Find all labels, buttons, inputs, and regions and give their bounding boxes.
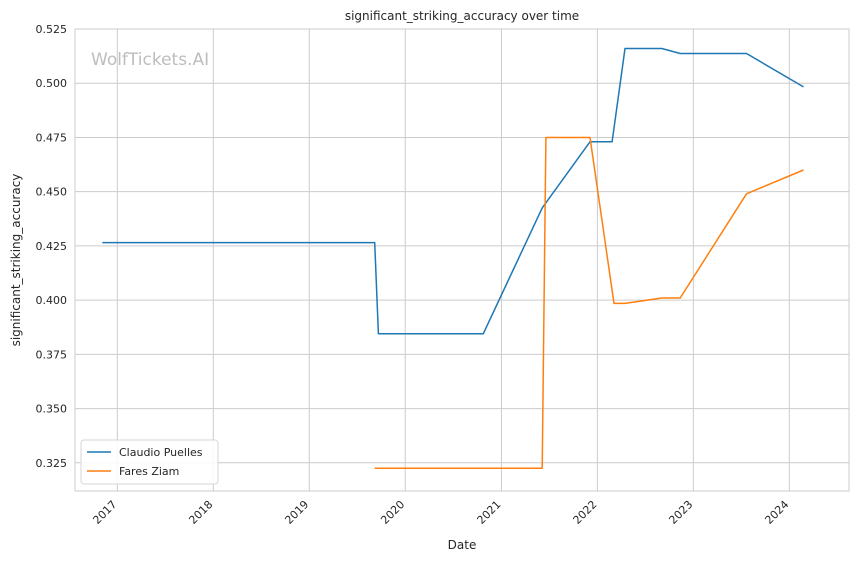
series-line-1: [374, 136, 804, 469]
y-tick-labels: 0.525 0.500 0.475 0.450 0.425 0.400 0.375 0.350…: [36, 23, 68, 470]
y-tick-label: 0.500: [36, 77, 68, 90]
legend-label-0: Claudio Puelles: [119, 446, 203, 459]
y-tick-label: 0.375: [36, 348, 68, 361]
y-tick-label: 0.475: [36, 131, 68, 144]
y-tick-label: 0.525: [36, 23, 68, 36]
y-tick-label: 0.425: [36, 240, 68, 253]
chart-title: significant_striking_accuracy over time: [345, 9, 579, 23]
x-axis-title: Date: [448, 538, 477, 552]
watermark: WolfTickets.AI: [91, 50, 209, 70]
legend-box: [80, 439, 219, 485]
y-tick-label: 0.450: [36, 186, 68, 199]
series-line-0: [102, 47, 804, 335]
y-tick-label: 0.350: [36, 403, 68, 416]
plot-frame: [74, 28, 850, 492]
y-tick-label: 0.325: [36, 457, 68, 470]
series-lines: [102, 47, 804, 469]
legend: Claudio Puelles Fares Ziam: [80, 439, 219, 485]
y-axis-title: significant_striking_accuracy: [9, 174, 23, 347]
legend-label-1: Fares Ziam: [119, 465, 179, 478]
y-tick-label: 0.400: [36, 294, 68, 307]
